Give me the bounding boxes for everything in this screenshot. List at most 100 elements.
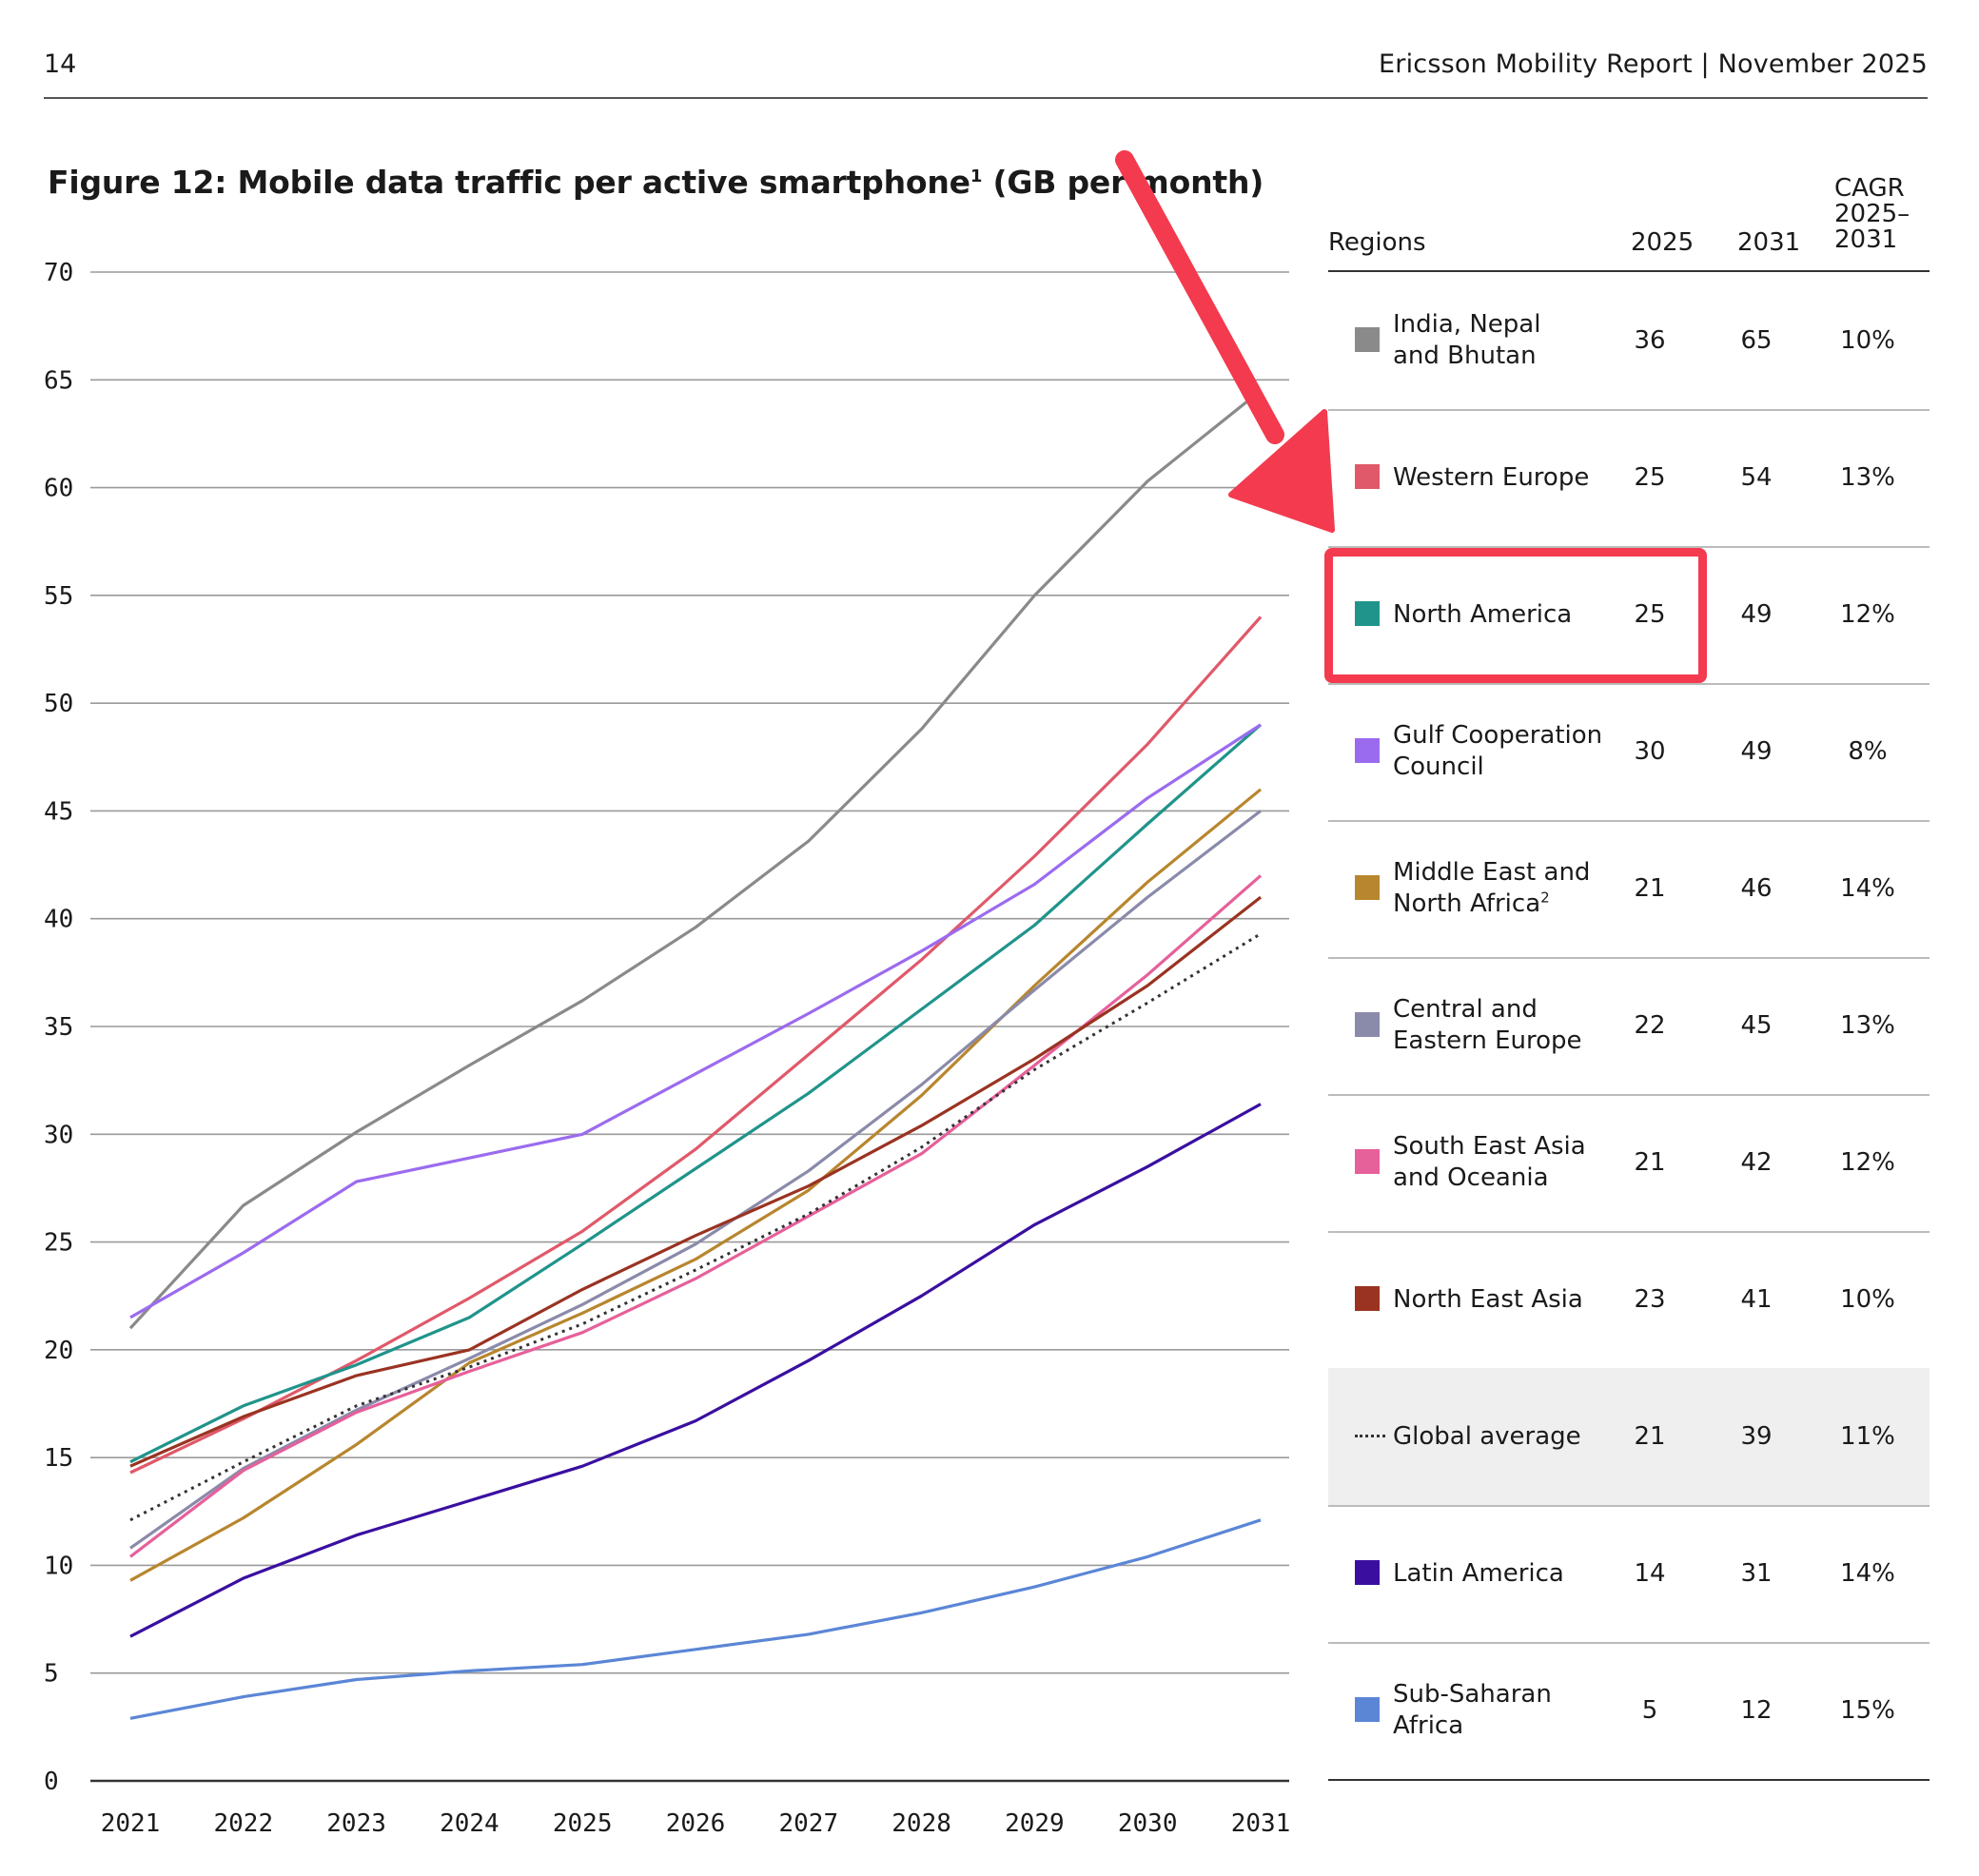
region-label: Middle East and North Africa2 (1393, 858, 1591, 918)
region-name: India, Nepal and Bhutan (1393, 272, 1621, 409)
value-cagr: 14% (1840, 1559, 1895, 1588)
table-row-central-and-eastern-europe: Central and Eastern Europe 22 45 13% (1328, 957, 1930, 1096)
table-row-gulf-cooperation-council: Gulf Cooperation Council 30 49 8% (1328, 683, 1930, 822)
value-2031: 49 (1740, 600, 1773, 629)
series-line-sub-saharan-africa (129, 1518, 1262, 1720)
table-header-divider (1328, 270, 1930, 272)
value-2031: 39 (1740, 1422, 1773, 1451)
x-tick-label-2023: 2023 (326, 1809, 386, 1838)
value-2031: 49 (1740, 737, 1773, 766)
series-line-central-and-eastern-europe (129, 810, 1262, 1550)
value-cagr: 14% (1840, 874, 1895, 903)
legend-swatch (1355, 464, 1380, 489)
legend-swatch (1355, 1697, 1380, 1722)
region-label: Gulf Cooperation Council (1393, 721, 1603, 781)
table-row-north-east-asia: North East Asia 23 41 10% (1328, 1231, 1930, 1370)
region-footnote: 2 (1540, 889, 1550, 907)
table-row-western-europe: Western Europe 25 54 13% (1328, 409, 1930, 548)
value-cagr: 10% (1840, 326, 1895, 355)
grid-lines (90, 271, 1289, 1783)
value-2031: 12 (1740, 1696, 1773, 1725)
value-2025: 23 (1634, 1285, 1666, 1314)
value-2025: 21 (1634, 1148, 1666, 1177)
value-2031: 54 (1740, 463, 1773, 492)
value-2031: 46 (1740, 874, 1773, 903)
value-2025: 14 (1634, 1559, 1666, 1588)
legend-swatch (1355, 1149, 1380, 1174)
value-2025: 5 (1641, 1696, 1658, 1725)
legend-swatch (1355, 1560, 1380, 1585)
header-regions: Regions (1328, 228, 1426, 257)
series-line-western-europe (129, 616, 1263, 1475)
x-tick-label-2022: 2022 (213, 1809, 273, 1838)
y-tick-label-60: 60 (44, 475, 73, 503)
region-name: Global average (1393, 1368, 1621, 1505)
y-tick-label-35: 35 (44, 1013, 73, 1042)
header-divider (44, 97, 1928, 99)
region-name: Gulf Cooperation Council (1393, 683, 1621, 820)
series-lines (128, 389, 1263, 1720)
value-2025: 25 (1634, 600, 1666, 629)
figure-title-text: Figure 12: Mobile data traffic per activ… (48, 164, 970, 201)
region-name: Western Europe (1393, 409, 1621, 546)
region-name: Latin America (1393, 1505, 1621, 1642)
y-tick-label-15: 15 (44, 1444, 73, 1473)
table-row-south-east-asia-and-oceania: South East Asia and Oceania 21 42 12% (1328, 1094, 1930, 1233)
x-axis-ticks: 2021 2022 2023 2024 2025 2026 2027 2028 2029 2030… (101, 1809, 1291, 1838)
value-cagr: 13% (1840, 463, 1895, 492)
x-tick-label-2030: 2030 (1118, 1809, 1178, 1838)
table-row-sub-saharan-africa: Sub-Saharan Africa 5 12 15% (1328, 1642, 1930, 1781)
legend-swatch (1355, 875, 1380, 900)
arrow-shaft (1115, 150, 1284, 444)
report-header: Ericsson Mobility Report | November 2025 (1379, 49, 1928, 79)
region-name: South East Asia and Oceania (1393, 1094, 1621, 1231)
legend-swatch (1355, 1435, 1385, 1437)
x-tick-label-2028: 2028 (892, 1809, 951, 1838)
table-row-north-america: North America 25 49 12% (1328, 546, 1930, 685)
region-label: Sub-Saharan Africa (1393, 1680, 1552, 1740)
highlight-box-north-america (1324, 548, 1707, 683)
x-tick-label-2031: 2031 (1231, 1809, 1291, 1838)
legend-swatch (1355, 1012, 1380, 1037)
value-2025: 21 (1634, 1422, 1666, 1451)
value-cagr: 8% (1848, 737, 1888, 766)
value-2031: 31 (1740, 1559, 1773, 1588)
x-tick-label-2024: 2024 (440, 1809, 500, 1838)
series-line-india-nepal-and-bhutan (128, 389, 1263, 1330)
y-tick-label-5: 5 (44, 1660, 59, 1689)
y-tick-label-10: 10 (44, 1552, 73, 1580)
y-tick-label-40: 40 (44, 906, 73, 934)
x-tick-label-2026: 2026 (666, 1809, 726, 1838)
annotation-arrow (1115, 150, 1335, 533)
y-tick-label-65: 65 (44, 366, 73, 395)
series-line-gulf-cooperation-council (129, 723, 1262, 1319)
y-tick-label-70: 70 (44, 259, 73, 287)
y-tick-label-20: 20 (44, 1337, 73, 1365)
series-line-north-east-asia (129, 895, 1262, 1468)
value-2031: 41 (1740, 1285, 1773, 1314)
region-label: North East Asia (1393, 1284, 1583, 1314)
table-row-latin-america: Latin America 14 31 14% (1328, 1505, 1930, 1644)
header-cagr: CAGR 2025– 2031 (1834, 174, 1910, 254)
value-2031: 45 (1740, 1011, 1773, 1040)
x-tick-label-2025: 2025 (553, 1809, 613, 1838)
value-2025: 21 (1634, 874, 1666, 903)
legend-swatch (1355, 1286, 1380, 1311)
legend-swatch (1355, 738, 1380, 763)
series-line-global-average (129, 932, 1262, 1522)
arrow-head (1228, 409, 1335, 533)
value-2025: 30 (1634, 737, 1666, 766)
region-name: Middle East and North Africa2 (1393, 820, 1621, 957)
x-tick-label-2021: 2021 (101, 1809, 161, 1838)
table-row-india-nepal-and-bhutan: India, Nepal and Bhutan 36 65 10% (1328, 272, 1930, 411)
header-2025: 2025 (1631, 228, 1695, 257)
series-line-latin-america (129, 1103, 1262, 1638)
figure-title-footnote: 1 (970, 166, 983, 186)
region-name: Central and Eastern Europe (1393, 957, 1621, 1094)
y-tick-label-0: 0 (44, 1768, 59, 1796)
table-row-global-average: Global average 21 39 11% (1328, 1368, 1930, 1507)
value-cagr: 15% (1840, 1696, 1895, 1725)
region-label: India, Nepal and Bhutan (1393, 310, 1541, 370)
region-label: Central and Eastern Europe (1393, 995, 1582, 1055)
